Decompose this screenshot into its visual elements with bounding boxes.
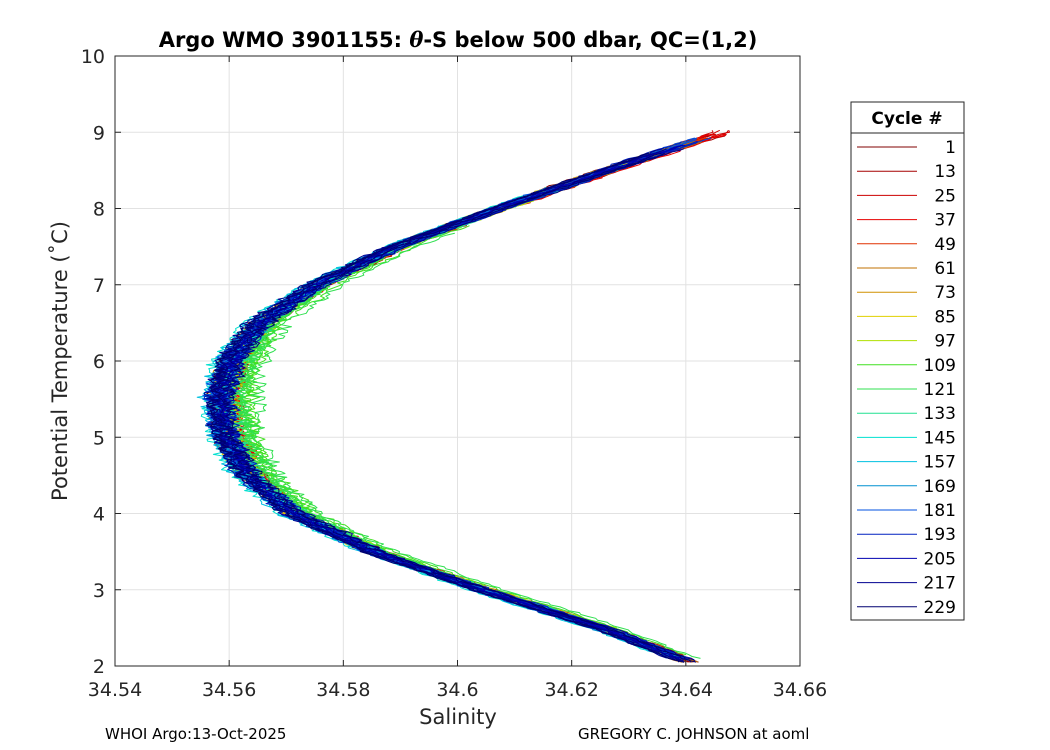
profile-line-229 bbox=[206, 152, 680, 663]
legend-label-145: 145 bbox=[924, 428, 956, 448]
legend-label-217: 217 bbox=[924, 574, 956, 594]
chart-title-prefix: Argo WMO 3901155: bbox=[159, 28, 410, 52]
profile-line-121 bbox=[251, 232, 701, 659]
chart-title-theta: θ bbox=[409, 27, 423, 52]
legend-label-25: 25 bbox=[934, 186, 956, 206]
y-tick-label: 3 bbox=[93, 580, 105, 602]
x-axis-label: Salinity bbox=[419, 705, 497, 729]
legend-label-1: 1 bbox=[945, 138, 956, 158]
legend-items: 1 13 25 37 49 61 73 85 97 109 121 133 145 157 169 181 19… bbox=[857, 138, 956, 618]
legend-label-37: 37 bbox=[934, 211, 956, 231]
legend-label-121: 121 bbox=[924, 380, 956, 400]
legend-label-133: 133 bbox=[924, 404, 956, 424]
legend-title: Cycle # bbox=[871, 109, 942, 129]
profile-line-229 bbox=[217, 152, 691, 663]
y-tick-label: 10 bbox=[81, 46, 105, 68]
x-tick-label: 34.6 bbox=[436, 679, 478, 701]
profile-line-109 bbox=[244, 225, 687, 656]
x-tick-label: 34.64 bbox=[659, 679, 713, 701]
legend-label-13: 13 bbox=[934, 162, 956, 182]
y-tick-label: 6 bbox=[93, 351, 105, 373]
legend-label-193: 193 bbox=[924, 525, 956, 545]
legend-label-181: 181 bbox=[924, 501, 956, 521]
legend-label-229: 229 bbox=[924, 598, 956, 618]
legend-label-49: 49 bbox=[934, 235, 956, 255]
y-tick-label: 2 bbox=[93, 656, 105, 678]
x-tick-label: 34.54 bbox=[88, 679, 142, 701]
legend-label-169: 169 bbox=[924, 477, 956, 497]
legend: Cycle # 1 13 25 37 49 61 73 85 97 109 121 133 145 157… bbox=[850, 101, 965, 621]
x-tick-label: 34.62 bbox=[544, 679, 598, 701]
chart-title: Argo WMO 3901155: θ-S below 500 dbar, QC… bbox=[159, 27, 758, 52]
x-tick-label: 34.56 bbox=[202, 679, 256, 701]
profile-line-229 bbox=[222, 152, 697, 663]
footer-right: GREGORY C. JOHNSON at aoml bbox=[578, 725, 810, 743]
legend-label-61: 61 bbox=[934, 259, 956, 279]
x-tick-label: 34.58 bbox=[316, 679, 370, 701]
chart-title-suffix: -S below 500 dbar, QC=(1,2) bbox=[423, 28, 757, 52]
axis-ticks: 34.54 34.56 34.58 34.6 34.62 34.64 34.66 2 3 4 5 6 7… bbox=[81, 46, 827, 701]
legend-label-205: 205 bbox=[924, 549, 956, 569]
y-tick-label: 7 bbox=[93, 275, 105, 297]
y-axis-label: Potential Temperature (˚C) bbox=[48, 221, 72, 501]
y-tick-label: 4 bbox=[93, 504, 105, 526]
y-tick-label: 8 bbox=[93, 199, 105, 221]
legend-label-85: 85 bbox=[934, 307, 956, 327]
y-tick-label: 9 bbox=[93, 122, 105, 144]
legend-label-73: 73 bbox=[934, 283, 956, 303]
legend-box bbox=[850, 101, 965, 621]
legend-label-157: 157 bbox=[924, 453, 956, 473]
series-curves bbox=[196, 129, 730, 663]
legend-label-97: 97 bbox=[934, 332, 956, 352]
x-tick-label: 34.66 bbox=[773, 679, 827, 701]
y-tick-label: 5 bbox=[93, 427, 105, 449]
footer-left: WHOI Argo:13-Oct-2025 bbox=[105, 725, 287, 743]
legend-label-109: 109 bbox=[924, 356, 956, 376]
